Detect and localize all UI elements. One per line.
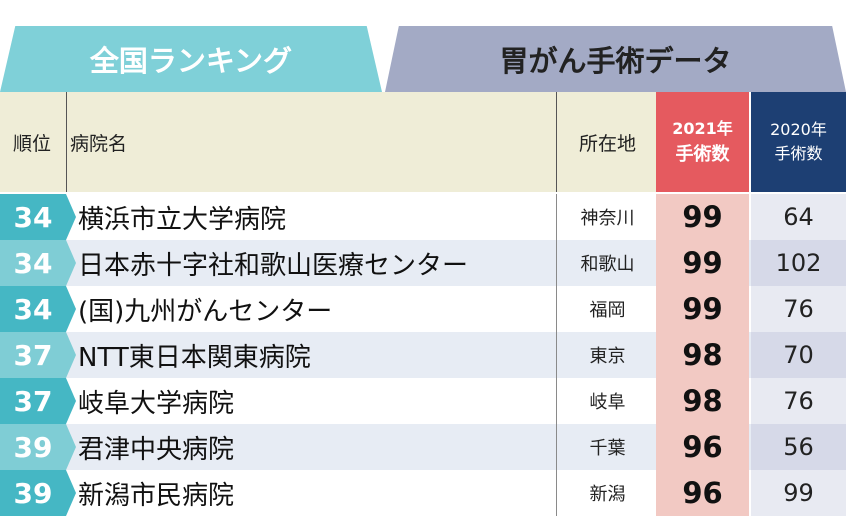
header-divider — [66, 92, 67, 192]
table-row: 34 横浜市立大学病院 神奈川 99 64 — [0, 194, 846, 240]
table-row: 37 岐阜大学病院 岐阜 98 76 — [0, 378, 846, 424]
surgeries-2021: 98 — [656, 332, 749, 378]
rank-badge: 39 — [0, 470, 76, 516]
surgeries-2020: 56 — [751, 424, 846, 470]
surgeries-2021: 99 — [656, 286, 749, 332]
surgeries-2020: 64 — [751, 194, 846, 240]
rank-badge: 39 — [0, 424, 76, 470]
hospital-name: 君津中央病院 — [78, 434, 235, 465]
table-row: 39 新潟市民病院 新潟 96 99 — [0, 470, 846, 516]
rank-badge: 34 — [0, 286, 76, 332]
surgeries-2020: 102 — [751, 240, 846, 286]
hospital-location: 新潟 — [589, 484, 626, 505]
table-row: 39 君津中央病院 千葉 96 56 — [0, 424, 846, 470]
surgeries-2021: 96 — [656, 424, 749, 470]
table-row: 34 日本赤十字社和歌山医療センター 和歌山 99 102 — [0, 240, 846, 286]
hospital-name: NTT東日本関東病院 — [78, 342, 311, 373]
surgeries-2020: 99 — [751, 470, 846, 516]
surgeries-2021: 98 — [656, 378, 749, 424]
hospital-location: 岐阜 — [589, 392, 626, 413]
hospital-name: 新潟市民病院 — [78, 480, 235, 511]
surgeries-2021: 96 — [656, 470, 749, 516]
header-hospital-name: 病院名 — [70, 132, 128, 155]
rank-badge: 37 — [0, 332, 76, 378]
tab-national-ranking[interactable]: 全国ランキング — [0, 26, 382, 92]
column-divider — [556, 194, 557, 516]
header-2021-label: 手術数 — [675, 144, 730, 165]
header-2021-surgeries: 2021年 手術数 — [656, 92, 749, 192]
header-2021-year: 2021年 — [672, 119, 733, 138]
hospital-name: (国)九州がんセンター — [78, 296, 333, 327]
hospital-location: 福岡 — [589, 300, 626, 321]
hospital-location: 神奈川 — [580, 208, 635, 229]
tab-national-ranking-label: 全国ランキング — [89, 44, 293, 78]
header-location: 所在地 — [578, 132, 636, 155]
tab-stomach-cancer-data[interactable]: 胃がん手術データ — [385, 26, 846, 92]
header-rank: 順位 — [12, 132, 51, 155]
surgeries-2021: 99 — [656, 194, 749, 240]
table-header-background — [0, 92, 656, 192]
table-row: 37 NTT東日本関東病院 東京 98 70 — [0, 332, 846, 378]
rank-badge: 34 — [0, 240, 76, 286]
header-2020-year: 2020年 — [770, 120, 827, 139]
surgeries-2020: 76 — [751, 286, 846, 332]
header-divider — [556, 92, 557, 192]
hospital-location: 和歌山 — [580, 254, 635, 275]
header-2020-surgeries: 2020年 手術数 — [751, 92, 846, 192]
hospital-name: 岐阜大学病院 — [78, 388, 235, 419]
hospital-location: 東京 — [589, 346, 626, 367]
hospital-location: 千葉 — [589, 438, 626, 459]
surgeries-2020: 70 — [751, 332, 846, 378]
header-2020-label: 手術数 — [774, 144, 823, 163]
table-row: 34 (国)九州がんセンター 福岡 99 76 — [0, 286, 846, 332]
hospital-name: 日本赤十字社和歌山医療センター — [78, 250, 469, 281]
rank-badge: 34 — [0, 194, 76, 240]
hospital-name: 横浜市立大学病院 — [78, 204, 287, 235]
rank-badge: 37 — [0, 378, 76, 424]
tab-stomach-cancer-data-label: 胃がん手術データ — [499, 44, 732, 78]
surgeries-2021: 99 — [656, 240, 749, 286]
surgeries-2020: 76 — [751, 378, 846, 424]
